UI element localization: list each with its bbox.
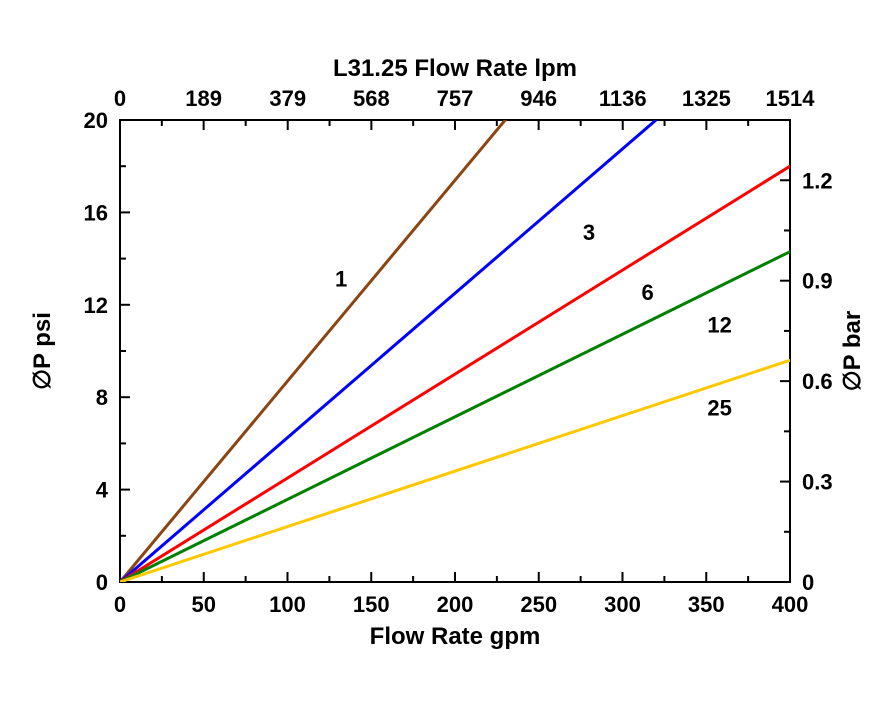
y-left-axis-label: ∅P psi: [29, 312, 56, 390]
y-right-tick-label: 0.6: [802, 369, 833, 394]
x-bottom-tick-label: 300: [604, 592, 641, 617]
series-label-1: 1: [335, 266, 347, 291]
x-top-tick-label: 189: [185, 86, 222, 111]
y-right-tick-label: 0.9: [802, 269, 833, 294]
x-bottom-tick-label: 350: [688, 592, 725, 617]
series-label-6: 6: [642, 280, 654, 305]
y-right-tick-label: 0.3: [802, 470, 833, 495]
x-top-tick-label: 0: [114, 86, 126, 111]
x-top-tick-label: 1325: [682, 86, 731, 111]
x-top-tick-label: 1514: [766, 86, 816, 111]
x-bottom-tick-label: 50: [192, 592, 216, 617]
x-top-tick-label: 757: [437, 86, 474, 111]
x-bottom-tick-label: 400: [772, 592, 809, 617]
chart-title: L31.25 Flow Rate lpm: [333, 55, 577, 82]
y-right-axis-label: ∅P bar: [839, 311, 866, 392]
x-top-tick-label: 1136: [599, 86, 647, 111]
y-left-tick-label: 12: [84, 293, 108, 318]
x-bottom-tick-label: 250: [520, 592, 557, 617]
x-bottom-tick-label: 100: [269, 592, 306, 617]
x-top-tick-label: 568: [353, 86, 390, 111]
x-top-tick-label: 379: [269, 86, 306, 111]
series-label-12: 12: [707, 313, 731, 338]
y-right-tick-label: 0: [802, 570, 814, 595]
x-top-tick-label: 946: [520, 86, 557, 111]
y-left-tick-label: 4: [96, 478, 109, 503]
x-bottom-tick-label: 150: [353, 592, 390, 617]
y-left-tick-label: 16: [84, 200, 108, 225]
series-label-3: 3: [583, 220, 595, 245]
y-right-tick-label: 1.2: [802, 168, 833, 193]
x-bottom-axis-label: Flow Rate gpm: [370, 623, 541, 650]
chart-container: 050100150200250300350400Flow Rate gpm018…: [0, 0, 886, 702]
flow-rate-chart: 050100150200250300350400Flow Rate gpm018…: [0, 0, 886, 702]
x-bottom-tick-label: 0: [114, 592, 126, 617]
y-left-tick-label: 8: [96, 385, 108, 410]
x-bottom-tick-label: 200: [437, 592, 474, 617]
series-label-25: 25: [707, 396, 731, 421]
y-left-tick-label: 20: [84, 108, 108, 133]
y-left-tick-label: 0: [96, 570, 108, 595]
